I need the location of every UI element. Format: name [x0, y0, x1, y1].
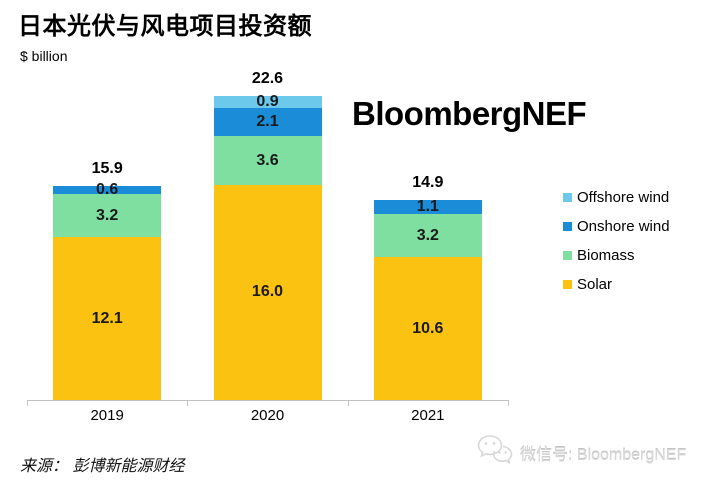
segment-label: 0.6: [96, 181, 119, 199]
wechat-id-label: 微信号: BloombergNEF: [520, 446, 687, 464]
legend: Offshore wind Onshore wind Biomass Solar: [563, 183, 670, 299]
x-axis-label-2020: 2020: [250, 407, 285, 424]
wechat-watermark: 微信号: BloombergNEF: [476, 432, 686, 473]
bar-segment-onshore-wind-2021: [373, 199, 482, 215]
x-axis-tick: [508, 400, 509, 406]
legend-item-biomass: Biomass: [563, 241, 670, 270]
x-axis-label-2019: 2019: [90, 407, 124, 424]
segment-label: 0.9: [256, 93, 279, 111]
y-axis-unit-label: $ billion: [20, 48, 68, 64]
wechat-icon: [476, 432, 514, 473]
segment-label: 12.1: [91, 309, 123, 327]
legend-item-offshore-wind: Offshore wind: [563, 183, 670, 212]
segment-label: 3.2: [416, 226, 439, 244]
legend-swatch: [563, 280, 572, 289]
bar-segment-solar-2020: [213, 184, 322, 400]
segment-label: 3.6: [256, 151, 279, 169]
legend-swatch: [563, 193, 572, 202]
bar-segment-biomass-2020: [213, 136, 322, 185]
source-note: 来源： 彭博新能源财经: [20, 458, 185, 475]
segment-label: 16.0: [251, 283, 284, 301]
x-axis-tick: [27, 400, 28, 406]
segment-label: 10.6: [412, 319, 444, 337]
bar-segment-biomass-2019: [53, 194, 162, 238]
total-label: 22.6: [251, 70, 284, 88]
bar-segment-onshore-wind-2019: [53, 186, 162, 195]
total-label: 14.9: [412, 173, 444, 191]
legend-swatch: [563, 251, 572, 260]
x-axis-label-2021: 2021: [411, 407, 445, 424]
legend-swatch: [563, 222, 572, 231]
legend-label: Solar: [577, 276, 613, 293]
bar-segment-onshore-wind-2020: [213, 108, 322, 137]
brand-watermark: BloombergNEF: [352, 95, 587, 132]
bar-segment-solar-2021: [373, 257, 482, 400]
legend-label: Offshore wind: [577, 189, 670, 206]
segment-label: 1.1: [416, 197, 439, 215]
bar-segment-solar-2019: [53, 237, 162, 400]
bar-segment-biomass-2021: [373, 214, 482, 258]
page-title: 日本光伏与风电项目投资额: [18, 13, 312, 40]
x-axis-tick: [347, 400, 349, 406]
segment-label: 3.2: [96, 206, 119, 224]
legend-item-onshore-wind: Onshore wind: [563, 212, 670, 241]
total-label: 15.9: [91, 160, 123, 178]
x-axis-tick: [187, 400, 189, 406]
legend-label: Onshore wind: [577, 218, 670, 235]
bar-segment-offshore-wind-2020: [213, 96, 322, 109]
x-axis-line: [27, 400, 508, 401]
legend-item-solar: Solar: [563, 270, 670, 299]
segment-label: 2.1: [256, 113, 279, 131]
legend-label: Biomass: [577, 247, 635, 264]
